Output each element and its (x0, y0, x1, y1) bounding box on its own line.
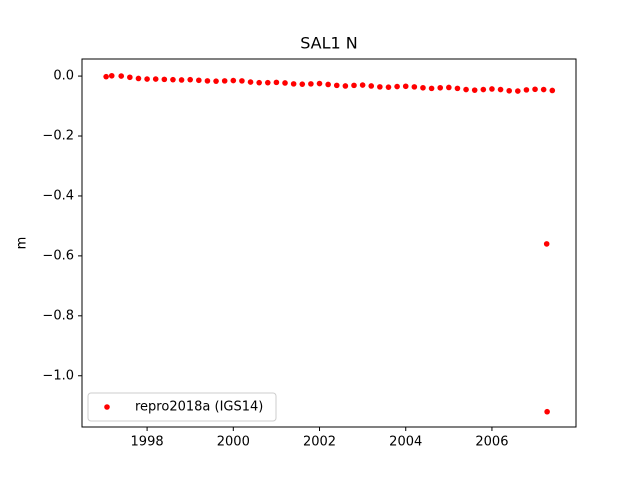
data-point (411, 84, 418, 90)
x-tick-label: 2004 (389, 435, 422, 450)
data-point (239, 78, 245, 84)
legend-marker (104, 404, 110, 410)
data-point (108, 72, 115, 79)
data-point (359, 82, 366, 88)
data-point (221, 78, 228, 84)
x-tick-label: 2000 (217, 435, 250, 450)
y-axis-label: m (15, 237, 30, 250)
data-point (497, 86, 504, 93)
data-point (187, 76, 193, 83)
data-point (428, 85, 435, 92)
data-point (368, 83, 375, 89)
y-tick-label: −0.8 (42, 308, 74, 323)
data-point (204, 78, 211, 84)
data-point (394, 83, 400, 90)
data-point (161, 76, 168, 83)
data-point (290, 81, 297, 87)
x-tick-label: 2006 (475, 435, 508, 450)
data-point (549, 87, 556, 94)
data-point (463, 86, 469, 93)
data-point (144, 76, 150, 82)
data-point (213, 78, 219, 84)
data-point (127, 74, 133, 81)
y-tick-label: −0.4 (42, 188, 74, 203)
data-point (437, 84, 444, 91)
chart-title: SAL1 N (300, 34, 358, 53)
data-point (196, 77, 202, 84)
data-point (118, 73, 125, 79)
data-point (515, 88, 521, 94)
legend-box (87, 392, 277, 422)
data-point (264, 79, 271, 86)
data-point (523, 87, 530, 93)
y-tick-label: −0.6 (42, 248, 74, 263)
data-point (540, 86, 547, 93)
x-tick-label: 2002 (303, 435, 336, 450)
y-tick-label: −1.0 (42, 368, 74, 383)
data-point (480, 86, 487, 93)
data-point (273, 79, 280, 86)
data-point (247, 79, 254, 85)
data-point (282, 80, 288, 86)
data-point (543, 241, 550, 247)
data-point (152, 76, 159, 82)
data-point (544, 408, 550, 415)
data-point (506, 87, 512, 94)
data-point (351, 82, 357, 89)
data-point (256, 79, 262, 86)
data-point (308, 81, 314, 87)
data-point (454, 85, 461, 92)
y-tick-label: 0.0 (53, 69, 74, 84)
data-point (420, 84, 426, 91)
data-point (402, 83, 409, 90)
data-point (135, 75, 142, 82)
data-point (325, 81, 331, 88)
data-point (316, 80, 323, 87)
data-point (385, 84, 392, 90)
data-point (299, 81, 306, 87)
data-point (377, 84, 383, 90)
data-point (103, 73, 109, 80)
y-tick-label: −0.2 (42, 129, 74, 144)
data-point (532, 86, 538, 93)
plot-frame (81, 58, 577, 428)
data-point (342, 83, 349, 89)
data-point (446, 84, 452, 91)
data-point (333, 82, 340, 89)
data-point (489, 86, 495, 92)
data-point (178, 77, 185, 83)
data-point (471, 87, 478, 93)
legend-label: repro2018a (IGS14) (135, 400, 263, 415)
data-point (230, 77, 237, 84)
data-point (170, 76, 176, 83)
x-tick-label: 1998 (131, 435, 164, 450)
